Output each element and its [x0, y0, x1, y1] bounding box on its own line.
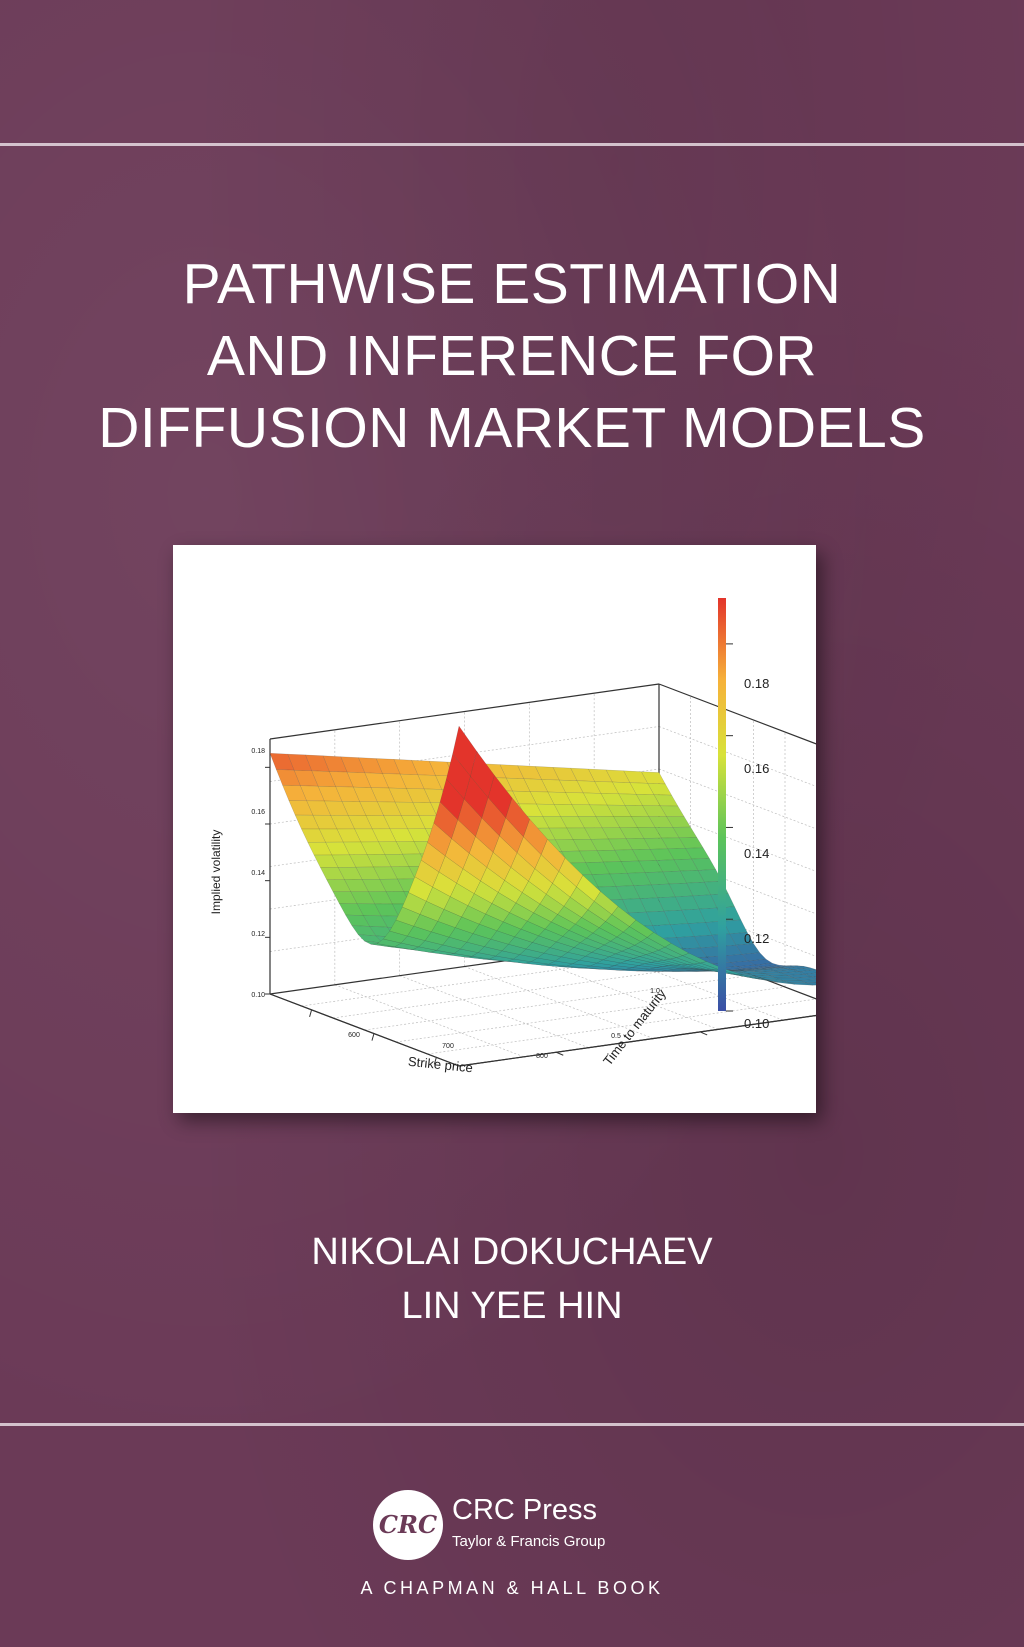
floor-grid-line: [427, 998, 816, 1055]
x-tick-mark: [371, 1033, 375, 1041]
colorbar: [718, 598, 726, 1011]
surface-cell: [452, 725, 477, 777]
title-line-3: DIFFUSION MARKET MODELS: [98, 396, 926, 460]
floor-grid-line: [399, 975, 589, 1048]
y-tick-mark: [699, 1031, 708, 1036]
y-tick-mark: [556, 1051, 564, 1056]
plot-box-edge: [458, 1014, 816, 1067]
surface-cell: [793, 976, 816, 981]
x-tick-label: 600: [348, 1032, 360, 1039]
surface-cell: [682, 952, 708, 964]
cover-figure: 0.18 0.16 0.14 0.12 0.10 Implied volatil…: [173, 545, 816, 1113]
colorbar-tick-label: 0.18: [744, 676, 769, 691]
z-tick-label: 0.14: [251, 870, 265, 877]
surface-cell: [735, 974, 760, 980]
imprint-line: A CHAPMAN & HALL BOOK: [360, 1578, 664, 1598]
plot-box-front: [269, 993, 816, 1067]
title-line-1: PATHWISE ESTIMATION: [182, 252, 842, 316]
volatility-surface-plot: 0.18 0.16 0.14 0.12 0.10 Implied volatil…: [209, 598, 816, 1076]
publisher-block: CRC CRC Press Taylor & Francis Group A C…: [0, 1490, 1024, 1610]
y-tick-label: 1.0: [650, 988, 660, 995]
bottom-rule: [0, 1423, 1024, 1426]
y-tick-label: 0.5: [611, 1033, 621, 1040]
surface-cell: [788, 982, 813, 986]
x-tick-mark: [433, 1057, 437, 1065]
publisher-group: Taylor & Francis Group: [452, 1533, 606, 1550]
surface-cell: [646, 932, 672, 948]
colorbar-tick-label: 0.10: [744, 1016, 769, 1031]
floor-grid-line: [332, 962, 723, 1019]
z-tick-label: 0.10: [251, 992, 265, 999]
author-2: LIN YEE HIN: [401, 1285, 623, 1327]
floor-grid-line: [395, 986, 786, 1043]
author-1: NIKOLAI DOKUCHAEV: [311, 1231, 713, 1273]
colorbar-tick-label: 0.12: [744, 931, 769, 946]
surface-mesh: [269, 725, 816, 986]
crc-logo-icon: CRC: [373, 1490, 443, 1560]
book-title: PATHWISE ESTIMATION AND INFERENCE FOR DI…: [0, 248, 1024, 464]
colorbar-tick-label: 0.16: [744, 761, 769, 776]
x-tick-label: 800: [536, 1053, 548, 1060]
axis-ticks: [265, 766, 708, 1065]
top-rule: [0, 143, 1024, 146]
plot-box-edge: [269, 993, 460, 1067]
surface-cell: [558, 857, 584, 888]
z-tick-label: 0.18: [251, 748, 265, 755]
z-tick-label: 0.12: [251, 931, 265, 938]
publisher-name: CRC Press: [452, 1494, 598, 1526]
authors: NIKOLAI DOKUCHAEV LIN YEE HIN: [0, 1225, 1024, 1333]
wall-grid-line: [658, 768, 816, 830]
title-line-2: AND INFERENCE FOR: [206, 324, 818, 388]
plot-box-edge: [658, 683, 816, 745]
z-axis-label: Implied volatility: [209, 830, 223, 915]
surface-cell: [753, 978, 778, 983]
x-axis-label: Strike price: [407, 1054, 473, 1076]
x-tick-label: 700: [442, 1043, 454, 1050]
surface-cell: [470, 750, 495, 798]
plot-box-edge: [269, 683, 660, 740]
surface-cell: [798, 969, 816, 975]
wall-grid-line: [658, 811, 816, 872]
wall-grid-line: [658, 726, 816, 787]
colorbar-tick-label: 0.14: [744, 846, 769, 861]
z-tick-label: 0.16: [251, 809, 265, 816]
x-tick-mark: [309, 1009, 313, 1017]
y-axis-label: Time to maturity: [600, 986, 669, 1069]
colorbar-ticks: [726, 643, 733, 1012]
surface-cell: [770, 980, 796, 985]
